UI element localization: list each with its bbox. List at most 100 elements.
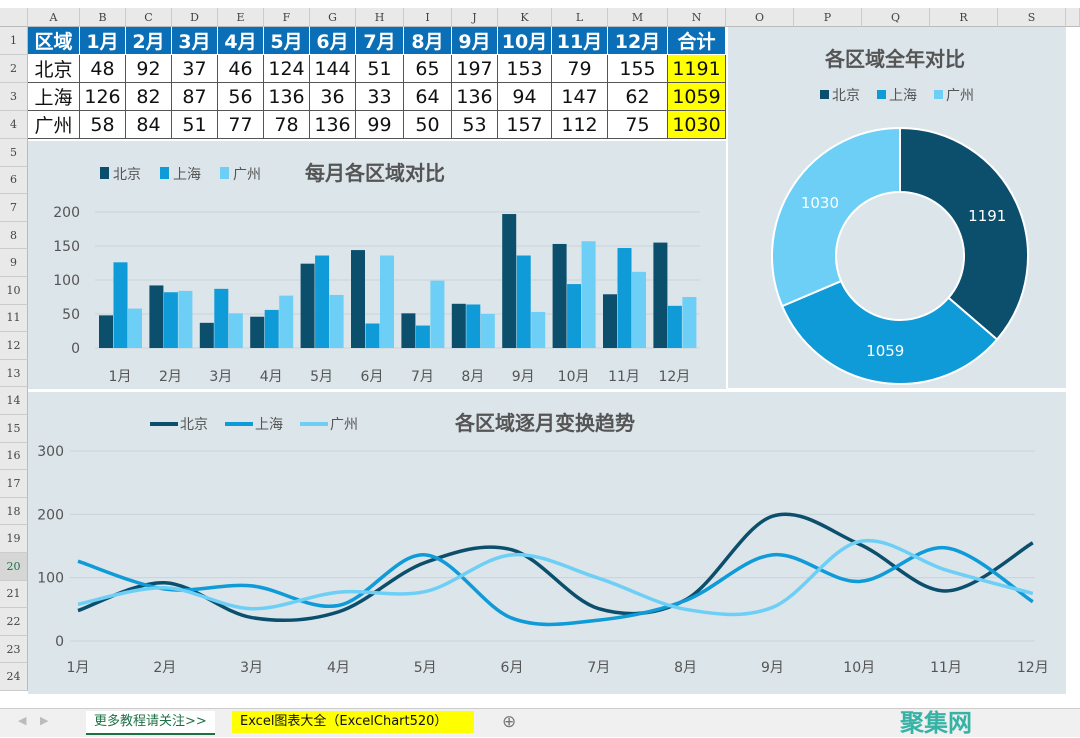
table-cell[interactable]: 65 (404, 55, 452, 83)
column-header[interactable]: A (28, 8, 80, 27)
table-cell[interactable]: 75 (608, 111, 668, 139)
column-header[interactable]: R (930, 8, 998, 27)
table-cell[interactable]: 82 (126, 83, 172, 111)
table-cell[interactable]: 126 (80, 83, 126, 111)
table-cell[interactable]: 94 (498, 83, 552, 111)
table-header-cell[interactable]: 合计 (668, 27, 726, 55)
table-cell[interactable]: 64 (404, 83, 452, 111)
table-cell[interactable]: 147 (552, 83, 608, 111)
table-cell[interactable]: 84 (126, 111, 172, 139)
table-cell[interactable]: 51 (356, 55, 404, 83)
table-header-cell[interactable]: 6月 (310, 27, 356, 55)
table-cell[interactable]: 79 (552, 55, 608, 83)
row-header[interactable]: 13 (0, 359, 28, 388)
table-cell[interactable]: 62 (608, 83, 668, 111)
column-header[interactable]: B (80, 8, 126, 27)
row-header[interactable]: 15 (0, 415, 28, 443)
row-header[interactable]: 5 (0, 139, 28, 167)
sheet-tab-excel-chart[interactable]: Excel图表大全（ExcelChart520） (232, 711, 474, 733)
table-cell[interactable]: 1191 (668, 55, 726, 83)
table-cell[interactable]: 46 (218, 55, 264, 83)
row-header[interactable]: 8 (0, 221, 28, 250)
table-cell[interactable]: 157 (498, 111, 552, 139)
table-cell[interactable]: 197 (452, 55, 498, 83)
column-header[interactable]: J (452, 8, 498, 27)
row-header[interactable]: 6 (0, 166, 28, 195)
column-header[interactable]: K (498, 8, 552, 27)
table-header-cell[interactable]: 2月 (126, 27, 172, 55)
table-header-cell[interactable]: 5月 (264, 27, 310, 55)
column-header[interactable]: S (998, 8, 1066, 27)
table-cell[interactable]: 112 (552, 111, 608, 139)
table-cell[interactable]: 37 (172, 55, 218, 83)
select-all-corner[interactable] (0, 8, 28, 27)
table-cell[interactable]: 北京 (28, 55, 80, 83)
row-header[interactable]: 10 (0, 277, 28, 305)
scroll-right-icon[interactable]: ▶ (40, 714, 49, 727)
table-header-cell[interactable]: 3月 (172, 27, 218, 55)
row-header[interactable]: 19 (0, 525, 28, 553)
table-header-cell[interactable]: 12月 (608, 27, 668, 55)
table-cell[interactable]: 136 (452, 83, 498, 111)
column-header[interactable]: F (264, 8, 310, 27)
table-header-cell[interactable]: 区域 (28, 27, 80, 55)
row-header[interactable]: 21 (0, 580, 28, 609)
row-header[interactable]: 22 (0, 608, 28, 636)
table-cell[interactable]: 上海 (28, 83, 80, 111)
table-header-cell[interactable]: 8月 (404, 27, 452, 55)
add-sheet-button[interactable]: ⊕ (502, 712, 517, 732)
column-header[interactable]: P (794, 8, 862, 27)
table-cell[interactable]: 56 (218, 83, 264, 111)
column-header[interactable]: N (668, 8, 726, 27)
row-header[interactable]: 17 (0, 470, 28, 498)
table-cell[interactable]: 58 (80, 111, 126, 139)
table-cell[interactable]: 53 (452, 111, 498, 139)
table-cell[interactable]: 50 (404, 111, 452, 139)
column-header[interactable]: I (404, 8, 452, 27)
table-cell[interactable]: 78 (264, 111, 310, 139)
row-header[interactable]: 11 (0, 304, 28, 333)
row-header[interactable]: 16 (0, 442, 28, 471)
row-header[interactable]: 23 (0, 635, 28, 664)
table-header-cell[interactable]: 4月 (218, 27, 264, 55)
row-header[interactable]: 18 (0, 497, 28, 526)
table-cell[interactable]: 36 (310, 83, 356, 111)
table-cell[interactable]: 广州 (28, 111, 80, 139)
column-header[interactable]: C (126, 8, 172, 27)
table-cell[interactable]: 1059 (668, 83, 726, 111)
table-cell[interactable]: 155 (608, 55, 668, 83)
table-cell[interactable]: 87 (172, 83, 218, 111)
table-header-cell[interactable]: 11月 (552, 27, 608, 55)
column-header[interactable]: Q (862, 8, 930, 27)
column-header[interactable]: E (218, 8, 264, 27)
row-header[interactable]: 9 (0, 249, 28, 277)
row-header[interactable]: 1 (0, 27, 28, 55)
row-header[interactable]: 3 (0, 83, 28, 111)
row-header[interactable]: 20 (0, 553, 28, 581)
table-header-cell[interactable]: 7月 (356, 27, 404, 55)
column-header[interactable]: O (726, 8, 794, 27)
table-cell[interactable]: 136 (264, 83, 310, 111)
table-cell[interactable]: 144 (310, 55, 356, 83)
table-cell[interactable]: 1030 (668, 111, 726, 139)
row-header[interactable]: 4 (0, 111, 28, 139)
table-cell[interactable]: 99 (356, 111, 404, 139)
table-header-cell[interactable]: 1月 (80, 27, 126, 55)
table-cell[interactable]: 33 (356, 83, 404, 111)
table-cell[interactable]: 153 (498, 55, 552, 83)
scroll-left-icon[interactable]: ◀ (18, 714, 27, 727)
column-header[interactable]: H (356, 8, 404, 27)
row-header[interactable]: 12 (0, 332, 28, 360)
row-header[interactable]: 24 (0, 663, 28, 691)
table-cell[interactable]: 92 (126, 55, 172, 83)
table-cell[interactable]: 124 (264, 55, 310, 83)
row-header[interactable]: 14 (0, 387, 28, 415)
column-header[interactable]: M (608, 8, 668, 27)
sheet-tab-follow[interactable]: 更多教程请关注>> (86, 711, 215, 735)
table-cell[interactable]: 51 (172, 111, 218, 139)
table-header-cell[interactable]: 10月 (498, 27, 552, 55)
table-cell[interactable]: 136 (310, 111, 356, 139)
column-header[interactable]: D (172, 8, 218, 27)
table-header-cell[interactable]: 9月 (452, 27, 498, 55)
table-cell[interactable]: 77 (218, 111, 264, 139)
